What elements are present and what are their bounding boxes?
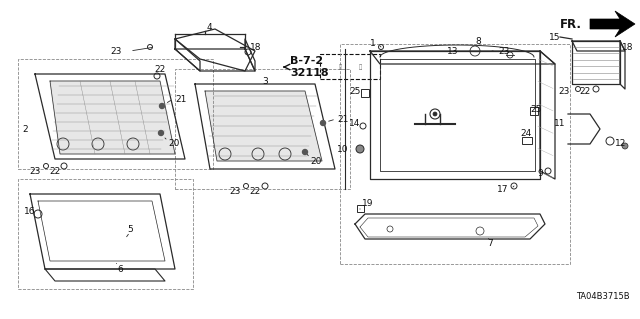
Text: 15: 15 <box>548 33 560 41</box>
Text: 18: 18 <box>622 42 634 51</box>
Circle shape <box>159 130 163 136</box>
Text: 25: 25 <box>349 86 361 95</box>
Circle shape <box>159 103 164 108</box>
Text: 20: 20 <box>168 139 179 149</box>
Circle shape <box>433 112 437 116</box>
Text: 20: 20 <box>310 157 321 166</box>
Text: 22: 22 <box>154 64 166 73</box>
Text: 25: 25 <box>530 105 541 114</box>
Text: 9: 9 <box>537 169 543 179</box>
Bar <box>361 89 369 97</box>
Text: 18: 18 <box>250 42 262 51</box>
Bar <box>18 59 213 169</box>
Text: 12: 12 <box>615 139 627 149</box>
Text: ⬛: ⬛ <box>339 64 342 70</box>
Circle shape <box>303 150 307 154</box>
Text: FR.: FR. <box>560 18 582 31</box>
Circle shape <box>321 121 326 125</box>
Text: 1: 1 <box>370 40 376 48</box>
Text: 21: 21 <box>175 94 186 103</box>
Text: 22: 22 <box>49 167 61 175</box>
Text: 4: 4 <box>206 24 212 33</box>
Bar <box>175 69 350 189</box>
Text: 17: 17 <box>497 184 509 194</box>
Bar <box>522 137 532 144</box>
Text: 13: 13 <box>447 47 459 56</box>
Polygon shape <box>50 81 175 154</box>
Text: 21: 21 <box>337 115 348 123</box>
Text: 23: 23 <box>559 86 570 95</box>
Bar <box>320 54 380 79</box>
Bar <box>530 107 538 115</box>
Text: 16: 16 <box>24 206 36 216</box>
Text: ⬛: ⬛ <box>358 64 362 70</box>
Text: 14: 14 <box>349 120 361 129</box>
Text: 22: 22 <box>250 187 260 196</box>
Text: 5: 5 <box>127 225 133 234</box>
Text: 32118: 32118 <box>290 68 328 78</box>
Text: 3: 3 <box>262 77 268 85</box>
Text: B-7-2: B-7-2 <box>290 56 323 66</box>
Text: 23: 23 <box>498 47 509 56</box>
Bar <box>357 205 364 212</box>
Bar <box>18 179 193 289</box>
Polygon shape <box>590 11 635 37</box>
Text: 10: 10 <box>337 145 348 153</box>
Bar <box>340 44 570 264</box>
Text: 19: 19 <box>362 199 374 209</box>
Text: 23: 23 <box>110 47 122 56</box>
Text: TA04B3715B: TA04B3715B <box>577 292 630 301</box>
Text: 23: 23 <box>29 167 41 175</box>
Circle shape <box>622 143 628 149</box>
Text: 6: 6 <box>117 264 123 273</box>
Text: 11: 11 <box>554 120 565 129</box>
Text: 24: 24 <box>520 130 531 138</box>
Text: 8: 8 <box>475 38 481 47</box>
Polygon shape <box>205 91 322 161</box>
Text: 7: 7 <box>487 240 493 249</box>
Text: 22: 22 <box>579 86 591 95</box>
Circle shape <box>356 145 364 153</box>
Text: 2: 2 <box>22 124 28 133</box>
Text: 23: 23 <box>229 187 241 196</box>
